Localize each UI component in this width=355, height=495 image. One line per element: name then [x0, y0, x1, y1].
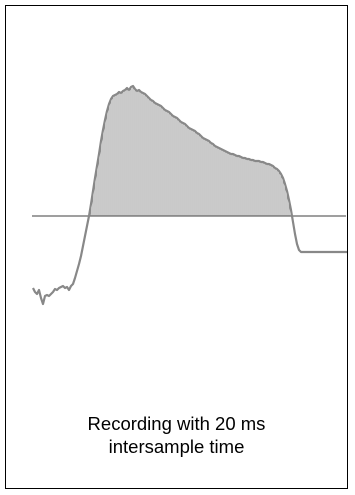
figure-caption: Recording with 20 ms intersample time — [5, 412, 348, 458]
figure-frame — [5, 5, 348, 489]
signal-trace — [32, 84, 347, 306]
caption-line-2: intersample time — [108, 436, 245, 457]
sample-lines-group — [90, 86, 292, 216]
caption-line-1: Recording with 20 ms — [87, 413, 266, 434]
